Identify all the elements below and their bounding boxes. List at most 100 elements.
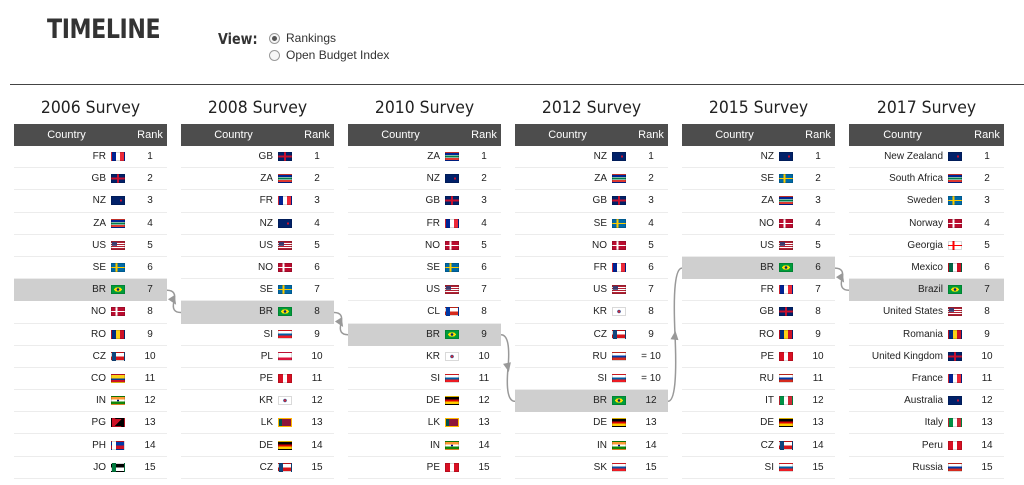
country-cell: US xyxy=(515,284,634,295)
flag-nz-icon xyxy=(111,196,125,206)
country-name: US xyxy=(760,239,774,251)
flag-no-icon xyxy=(445,240,459,250)
flag-ph-icon xyxy=(111,440,125,450)
table-row: Romania 9 xyxy=(849,324,1004,346)
survey-table-0: 2006 Survey Country Rank FR 1 GB 2 NZ 3 ZA 4 US 5 SE 6… xyxy=(14,98,167,479)
rank-cell: 9 xyxy=(815,328,821,340)
table-row-highlighted: BR 6 xyxy=(682,256,835,280)
rank-cell: 3 xyxy=(984,195,990,207)
survey-title: 2012 Survey xyxy=(541,98,642,118)
rankings-radio[interactable] xyxy=(269,32,280,44)
table-row: RU 11 xyxy=(682,368,835,391)
country-cell: NO xyxy=(682,218,801,229)
country-name: KR xyxy=(593,306,607,318)
country-cell: PE xyxy=(181,373,300,384)
flag-ru-icon xyxy=(779,373,793,383)
country-name: IN xyxy=(430,439,440,451)
view-option-rankings[interactable]: Rankings xyxy=(269,31,336,45)
connector-arrow xyxy=(167,295,177,305)
country-cell: DE xyxy=(682,417,801,428)
country-cell: US xyxy=(682,240,801,251)
flag-no-icon xyxy=(948,218,962,228)
country-cell: CO xyxy=(14,373,133,384)
flag-ru-icon xyxy=(612,351,626,361)
country-cell: FR xyxy=(348,218,467,229)
flag-nz-icon xyxy=(612,152,626,162)
connector-arrow xyxy=(334,317,344,327)
country-name: LK xyxy=(427,417,440,429)
table-row: DE 13 xyxy=(682,412,835,435)
flag-no-icon xyxy=(779,218,793,228)
country-cell: IT xyxy=(682,395,801,406)
table-row: CZ 15 xyxy=(181,457,334,479)
rank-cell: 4 xyxy=(314,217,320,229)
rank-cell: 5 xyxy=(984,239,990,251)
rank-cell: 13 xyxy=(645,417,657,429)
country-cell: Peru xyxy=(849,440,970,451)
rank-cell: 8 xyxy=(984,306,990,318)
rank-cell: 11 xyxy=(144,372,156,384)
country-cell: SI xyxy=(348,373,467,384)
country-name: RU xyxy=(759,372,774,384)
header-divider xyxy=(10,84,1024,85)
table-row: NO 8 xyxy=(14,301,167,324)
table-row: CZ 9 xyxy=(515,324,668,346)
country-name: DE xyxy=(760,417,774,429)
flag-mx-icon xyxy=(948,263,962,273)
country-cell: NZ xyxy=(515,151,634,162)
rank-cell: 13 xyxy=(478,417,490,429)
flag-br-icon xyxy=(948,285,962,295)
country-name: CZ xyxy=(760,439,774,451)
rank-cell: 11 xyxy=(812,372,824,384)
table-row: KR 8 xyxy=(515,301,668,324)
table-row: US 5 xyxy=(14,235,167,257)
country-name: Peru xyxy=(921,439,943,451)
table-row: SI = 10 xyxy=(515,368,668,391)
table-row: DE 13 xyxy=(515,412,668,435)
country-name: SE xyxy=(259,284,273,296)
table-row: Italy 13 xyxy=(849,412,1004,435)
view-option-open-budget-index[interactable]: Open Budget Index xyxy=(269,48,389,62)
rank-cell: 10 xyxy=(311,350,323,362)
flag-gb-icon xyxy=(111,174,125,184)
table-row: ZA 2 xyxy=(181,168,334,191)
flag-za-icon xyxy=(111,218,125,228)
flag-in-icon xyxy=(445,440,459,450)
country-cell: Romania xyxy=(849,329,970,340)
flag-au-icon xyxy=(948,396,962,406)
country-cell: GB xyxy=(14,173,133,184)
country-cell: ZA xyxy=(348,151,467,162)
flag-in-icon xyxy=(111,396,125,406)
flag-us-icon xyxy=(612,285,626,295)
country-name: RO xyxy=(759,328,774,340)
page-title: TIMELINE xyxy=(47,14,161,45)
rank-cell: 8 xyxy=(147,306,153,318)
flag-us-icon xyxy=(948,307,962,317)
country-cell: RO xyxy=(14,329,133,340)
country-cell: DE xyxy=(181,440,300,451)
country-name: KR xyxy=(259,395,273,407)
table-row: Peru 14 xyxy=(849,434,1004,457)
rank-cell: 13 xyxy=(311,417,323,429)
flag-ro-icon xyxy=(948,329,962,339)
flag-in-icon xyxy=(612,440,626,450)
country-name: SK xyxy=(593,461,607,473)
rank-cell: 9 xyxy=(481,328,487,340)
flag-lk-icon xyxy=(278,418,292,428)
rank-cell: 11 xyxy=(311,372,323,384)
open-budget-index-radio[interactable] xyxy=(269,49,280,61)
country-cell: Norway xyxy=(849,218,970,229)
rank-cell: 4 xyxy=(984,217,990,229)
rank-column-header: Rank xyxy=(638,129,664,141)
rank-cell: 15 xyxy=(144,461,156,473)
flag-ge-icon xyxy=(948,240,962,250)
country-cell: PE xyxy=(348,462,467,473)
country-name: ZA xyxy=(761,195,774,207)
table-row: LK 13 xyxy=(348,412,501,435)
flag-se-icon xyxy=(612,218,626,228)
rank-cell: 8 xyxy=(481,306,487,318)
flag-si-icon xyxy=(278,329,292,339)
country-name: BR xyxy=(92,284,106,296)
table-row: IN 14 xyxy=(348,434,501,457)
table-row: SI 15 xyxy=(682,457,835,479)
